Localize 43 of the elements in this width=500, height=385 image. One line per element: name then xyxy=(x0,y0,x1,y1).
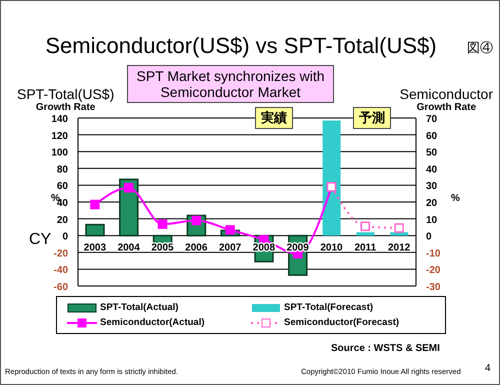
y-tick-label: 0 xyxy=(62,232,68,243)
y-tick-label: 80 xyxy=(56,164,68,176)
x-axis-title: CY xyxy=(29,231,52,249)
y-tick-label: 60 xyxy=(56,181,68,192)
x-tick-label: 2011 xyxy=(354,242,377,254)
y-tick-label: 100 xyxy=(51,148,68,159)
y2-tick-label: 10 xyxy=(426,214,438,226)
y2-tick-label: 20 xyxy=(426,198,438,209)
legend-label: Semiconductor(Forecast) xyxy=(284,317,400,328)
annotation: 予測 xyxy=(353,107,391,129)
text: SPT Market synchronizes with Semiconductor Market xyxy=(128,68,333,100)
x-tick-label: 2012 xyxy=(388,242,411,254)
y2-tick-label: -20 xyxy=(426,265,441,276)
legend-label: SPT-Total(Forecast) xyxy=(284,302,374,313)
y2-tick-label: 70 xyxy=(426,114,438,125)
y2-axis-title: Semiconductor Growth Rate xyxy=(400,86,493,115)
legend-label: Semiconductor(Actual) xyxy=(100,317,205,328)
y2-tick-label: 50 xyxy=(426,148,438,159)
text: % xyxy=(451,193,460,204)
y-tick-label: 20 xyxy=(56,214,68,226)
x-tick-label: 2007 xyxy=(218,242,242,254)
annotation: 実績 xyxy=(255,107,293,129)
y2-tick-label: 30 xyxy=(426,181,438,192)
y-tick-label: -20 xyxy=(54,248,68,260)
y2-tick-label: 60 xyxy=(426,130,438,142)
y-tick-label: 140 xyxy=(51,114,68,125)
text: 図④ xyxy=(467,39,493,57)
y-tick-label: 120 xyxy=(51,130,68,142)
y-axis-title: SPT-Total(US$) Growth Rate xyxy=(17,86,114,115)
chart-title: Semiconductor(US$) vs SPT-Total(US$) xyxy=(44,33,438,59)
x-tick-label: 2006 xyxy=(185,242,208,254)
x-tick-label: 2003 xyxy=(84,242,106,254)
source-note: Source : WSTS & SEMI xyxy=(331,343,440,354)
x-tick-label: 2010 xyxy=(320,242,344,254)
y2-tick-label: -30 xyxy=(426,282,441,293)
y2-tick-label: -10 xyxy=(426,248,441,260)
legend-label: SPT-Total(Actual) xyxy=(100,302,178,313)
y2-tick-label: 40 xyxy=(426,164,438,176)
text: 4 xyxy=(485,363,491,374)
x-tick-label: 2004 xyxy=(118,242,140,254)
y2-tick-label: 0 xyxy=(426,232,432,243)
y-tick-label: -40 xyxy=(54,265,68,276)
y-tick-label: -60 xyxy=(54,282,68,293)
